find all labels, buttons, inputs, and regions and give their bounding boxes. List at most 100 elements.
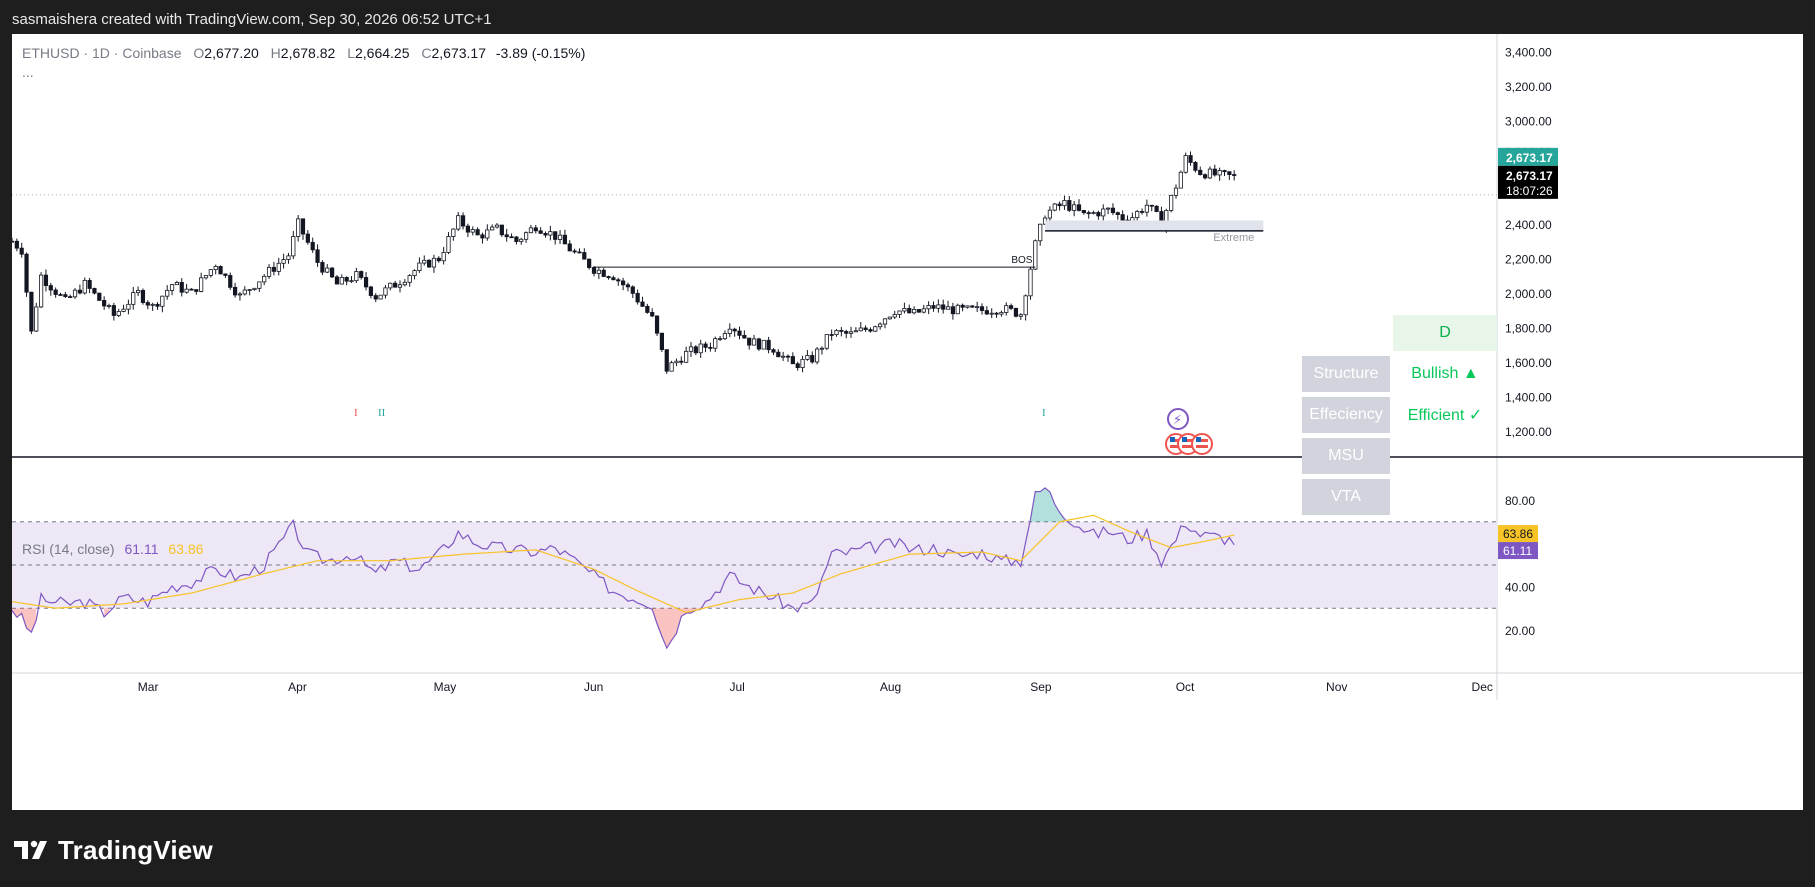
candle-body: [43, 274, 49, 286]
candle-body: [577, 251, 582, 254]
candle-body: [213, 266, 218, 271]
candle-body: [756, 338, 762, 350]
candle-body: [1009, 305, 1014, 309]
panel-structure-value: Bullish ▲: [1411, 365, 1479, 382]
candle-body: [509, 236, 514, 239]
candle-body: [1169, 194, 1174, 211]
flag-canton: [1196, 437, 1201, 442]
flag-stripe: [1196, 445, 1208, 448]
rsi-tick-label: 40.00: [1505, 581, 1535, 595]
price-tick-label: 1,400.00: [1505, 391, 1552, 405]
candle-body: [1023, 295, 1028, 316]
candle-body: [654, 315, 660, 334]
more-indicators-button[interactable]: ...: [22, 64, 34, 80]
candle-body: [276, 262, 281, 272]
candle-body: [761, 339, 766, 350]
candle-body: [868, 329, 873, 332]
candle-body: [640, 301, 645, 307]
countdown-text: 18:07:26: [1506, 184, 1553, 198]
candle-body: [567, 243, 572, 252]
candle-body: [781, 355, 786, 358]
flag-stripe: [1170, 439, 1182, 442]
rsi-tick-label: 80.00: [1505, 494, 1535, 508]
candle-body: [296, 218, 301, 237]
candle-body: [179, 282, 184, 293]
candle-body: [785, 355, 791, 358]
open-value: 2,677.20: [204, 45, 259, 61]
candle-body: [524, 232, 529, 240]
candle-body: [858, 327, 863, 332]
candle-body: [621, 280, 626, 286]
candle-body: [1086, 212, 1091, 215]
candle-body: [737, 330, 742, 336]
candle-body: [1207, 168, 1213, 179]
price-tick-label: 3,200.00: [1505, 80, 1552, 94]
candle-body: [926, 305, 931, 310]
candle-body: [907, 308, 912, 314]
marker-i-red: I: [354, 407, 358, 419]
candle-body: [795, 363, 800, 369]
candle-body: [72, 289, 78, 298]
candle-body: [819, 347, 825, 350]
chart-canvas[interactable]: 3,400.00 3,200.00 3,000.00 2,400.00 2,200.00…: [12, 34, 1803, 810]
candle-body: [1120, 214, 1125, 221]
candle-body: [596, 269, 601, 274]
panel-structure-label: Structure: [1302, 356, 1390, 392]
candle-body: [548, 231, 553, 236]
time-axis-label: Sep: [1030, 680, 1052, 694]
footer-brand-text: TradingView: [58, 834, 213, 865]
candle-body: [82, 279, 87, 294]
candle-body: [97, 292, 102, 301]
panel-efficiency-label: Effeciency: [1302, 397, 1390, 433]
candle-body: [266, 266, 272, 277]
candle-body: [650, 312, 655, 317]
symbol-label[interactable]: ETHUSD · 1D · Coinbase: [22, 45, 182, 61]
candle-body: [155, 303, 160, 307]
candle-body: [1232, 174, 1237, 176]
last-price-badge-text: 2,673.17: [1506, 151, 1553, 165]
marker-ii-green: II: [378, 407, 386, 419]
candle-body: [679, 360, 684, 363]
time-axis-label: Dec: [1472, 680, 1493, 694]
candle-body: [936, 304, 941, 309]
time-axis-label: Oct: [1176, 680, 1195, 694]
candle-body: [417, 262, 422, 272]
candle-body: [519, 238, 524, 242]
tradingview-logo-icon: [14, 840, 47, 859]
candle-body: [344, 277, 349, 282]
candle-body: [1062, 200, 1067, 207]
rsi-ma-line: [12, 514, 1235, 614]
candle-body: [912, 309, 917, 314]
close-value: 2,673.17: [431, 45, 487, 61]
candle-body: [436, 257, 441, 262]
candle-body: [470, 229, 475, 233]
candle-body: [984, 310, 989, 315]
candle-body: [388, 282, 393, 289]
candle-body: [441, 252, 446, 262]
rsi-ma-badge-bg: [1498, 525, 1538, 543]
chart-frame: 3,400.00 3,200.00 3,000.00 2,400.00 2,200.00…: [12, 34, 1803, 810]
candle-body: [800, 358, 805, 369]
candle-body: [805, 355, 810, 360]
candle-body: [499, 224, 504, 236]
candle-body: [393, 282, 398, 288]
candle-body: [169, 284, 175, 291]
panel-vta-label: VTA: [1302, 479, 1390, 515]
candle-body: [834, 330, 839, 336]
candle-body: [945, 306, 951, 310]
candle-body: [887, 316, 892, 320]
price-tick-label: 1,600.00: [1505, 356, 1552, 370]
price-tick-label: 2,400.00: [1505, 218, 1552, 232]
rsi-label[interactable]: RSI (14, close): [22, 541, 115, 557]
flag-canton: [1170, 437, 1175, 442]
candle-body: [140, 290, 146, 303]
price-legend: ETHUSD · 1D · Coinbase O2,677.20 H2,678.…: [22, 45, 585, 61]
price-tick-label: 2,000.00: [1505, 287, 1552, 301]
candle-body: [407, 275, 412, 283]
event-icon-lightning: [1167, 408, 1189, 430]
candle-body: [150, 303, 155, 306]
candle-body: [223, 273, 228, 276]
candle-body: [199, 277, 204, 292]
candle-body: [19, 247, 24, 255]
candle-body: [693, 346, 698, 354]
